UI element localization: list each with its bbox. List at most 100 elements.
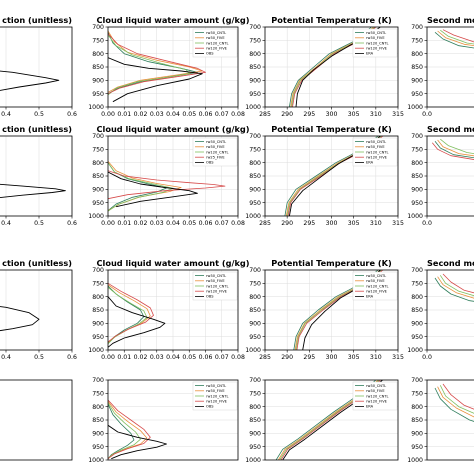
x-tick-label: 0.06 [199, 220, 213, 227]
legend-label: rw30_CNTL [206, 31, 226, 35]
y-tick-label: 750 [249, 390, 261, 397]
y-tick-label: 750 [92, 146, 104, 153]
x-tick-label: 0.08 [231, 220, 245, 227]
legend-label: rw120_FIVE [206, 400, 228, 404]
legend-label: rw120_CNTL [366, 394, 388, 398]
y-tick-label: 750 [92, 37, 104, 44]
series-group [0, 70, 60, 91]
series-line-obs [0, 70, 60, 91]
series-line-five30 [437, 276, 474, 299]
y-tick-label: 850 [92, 417, 104, 424]
panel-r3c1: 700 750 800 850 900 950 1000 rw30_CNTLrw30_FIVE… [88, 377, 239, 464]
y-tick-label: 800 [249, 404, 261, 411]
series-group [434, 273, 474, 302]
y-tick-label: 700 [249, 267, 261, 274]
panel-r3c0 [0, 379, 73, 461]
series-line-cntl30 [434, 387, 474, 422]
x-tick-label: 0.03 [150, 354, 164, 361]
y-tick-label: 700 [249, 133, 261, 140]
legend-label: rw120_FIVE [366, 290, 388, 294]
y-tick-label: 850 [411, 307, 423, 314]
legend-label: rw120_FIVE [366, 400, 388, 404]
legend-label: rw120_FIVE [366, 47, 388, 51]
panel-title: Cloud liquid water amount (g/kg) [97, 258, 250, 268]
series-line-five120 [442, 273, 474, 294]
series-line-five30 [437, 386, 474, 418]
y-tick-label: 850 [92, 307, 104, 314]
series-line-five30 [108, 161, 182, 212]
y-tick-label: 750 [249, 280, 261, 287]
y-tick-label: 900 [92, 320, 104, 327]
series-line-cntl120 [440, 29, 474, 45]
panel-title: ction (unitless) [2, 15, 72, 25]
y-tick-label: 700 [92, 133, 104, 140]
x-tick-label: 0.03 [150, 220, 164, 227]
x-tick-label: 300 [326, 111, 338, 118]
series-line-five120 [108, 33, 206, 95]
y-tick-label: 900 [249, 77, 261, 84]
panel-title: ction (unitless) [2, 124, 72, 134]
y-tick-label: 900 [92, 77, 104, 84]
series-group [108, 30, 206, 103]
legend-label: OBS [206, 405, 214, 409]
y-tick-label: 850 [411, 417, 423, 424]
legend-label: rw120_CNTL [366, 150, 388, 154]
series-group [108, 399, 167, 460]
legend-label: rw120_CNTL [366, 284, 388, 288]
legend-label: OBS [206, 52, 214, 56]
y-tick-label: 950 [249, 91, 261, 98]
series-group [431, 138, 474, 160]
legend-label: rw120_CNTL [206, 150, 228, 154]
legend-label: rw30_FIVE [366, 36, 385, 40]
panel-title: Second moment [427, 15, 474, 25]
y-tick-label: 1000 [245, 347, 261, 354]
series-line-five30 [108, 284, 151, 343]
series-line-obs [108, 57, 203, 103]
x-tick-label: 285 [259, 111, 271, 118]
x-tick-label: 0.02 [134, 220, 148, 227]
x-tick-label: 0.08 [231, 111, 245, 118]
series-line-five25 [108, 170, 226, 200]
series-line-cntl30 [434, 141, 474, 159]
x-tick-label: 0.0 [422, 111, 432, 118]
legend-label: OBS [206, 161, 214, 165]
x-tick-label: 0.07 [215, 354, 229, 361]
panel-title: Potential Temperature (K) [271, 124, 392, 134]
y-tick-label: 750 [249, 146, 261, 153]
x-tick-label: 315 [392, 220, 404, 227]
x-tick-label: 295 [303, 111, 315, 118]
y-tick-label: 850 [249, 173, 261, 180]
series-line-cntl30 [434, 277, 474, 302]
x-tick-label: 0.06 [199, 111, 213, 118]
gridlines [427, 136, 474, 216]
y-tick-label: 750 [411, 146, 423, 153]
y-tick-label: 900 [92, 430, 104, 437]
y-tick-label: 700 [249, 24, 261, 31]
y-tick-label: 750 [249, 37, 261, 44]
y-tick-label: 1000 [88, 213, 104, 220]
x-tick-label: 295 [303, 220, 315, 227]
y-tick-label: 1000 [245, 213, 261, 220]
legend-label: rw30_CNTL [206, 140, 226, 144]
series-line-five30 [437, 30, 474, 47]
x-tick-label: 305 [348, 354, 360, 361]
x-tick-label: 0.06 [199, 354, 213, 361]
x-tick-label: 0.00 [101, 220, 115, 227]
legend-label: rw30_CNTL [206, 274, 226, 278]
x-tick-label: 305 [348, 220, 360, 227]
x-tick-label: 285 [259, 220, 271, 227]
panel-title: Second moment [427, 124, 474, 134]
series-group [434, 383, 474, 422]
